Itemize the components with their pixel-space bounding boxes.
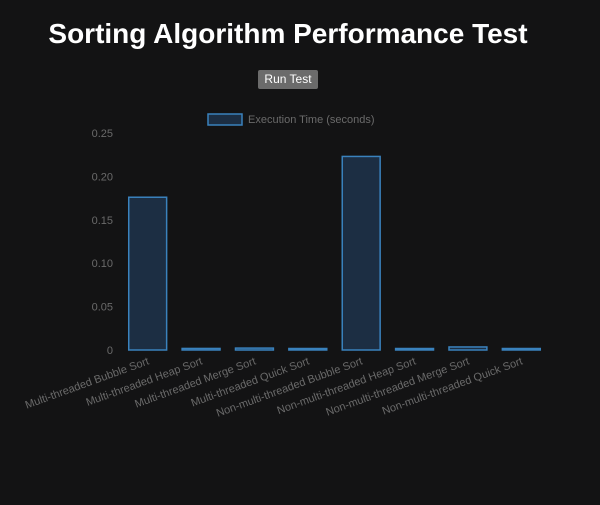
y-tick-label: 0.25 xyxy=(92,128,113,140)
x-axis: Multi-threaded Bubble SortMulti-threaded… xyxy=(24,356,525,420)
legend-swatch xyxy=(207,113,243,126)
y-tick-label: 0.05 xyxy=(92,302,113,314)
y-tick-label: 0 xyxy=(107,345,113,357)
y-axis: 0 0.05 0.10 0.15 0.20 0.25 xyxy=(92,128,113,357)
y-tick-label: 0.15 xyxy=(92,215,113,227)
page-title: Sorting Algorithm Performance Test xyxy=(48,18,528,49)
bar[interactable] xyxy=(181,347,221,351)
y-tick-label: 0.10 xyxy=(92,258,113,270)
chart-legend[interactable]: Execution Time (seconds) xyxy=(207,113,375,126)
y-tick-label: 0.20 xyxy=(92,171,113,183)
bar[interactable] xyxy=(288,347,328,351)
bar[interactable] xyxy=(341,155,381,351)
bar[interactable] xyxy=(127,196,168,351)
run-test-button[interactable]: Run Test xyxy=(258,70,318,89)
bar[interactable] xyxy=(448,346,488,351)
bars xyxy=(127,155,542,351)
bar[interactable] xyxy=(501,347,542,351)
bar[interactable] xyxy=(394,347,435,351)
bar[interactable] xyxy=(234,347,275,351)
legend-label: Execution Time (seconds) xyxy=(248,114,375,126)
